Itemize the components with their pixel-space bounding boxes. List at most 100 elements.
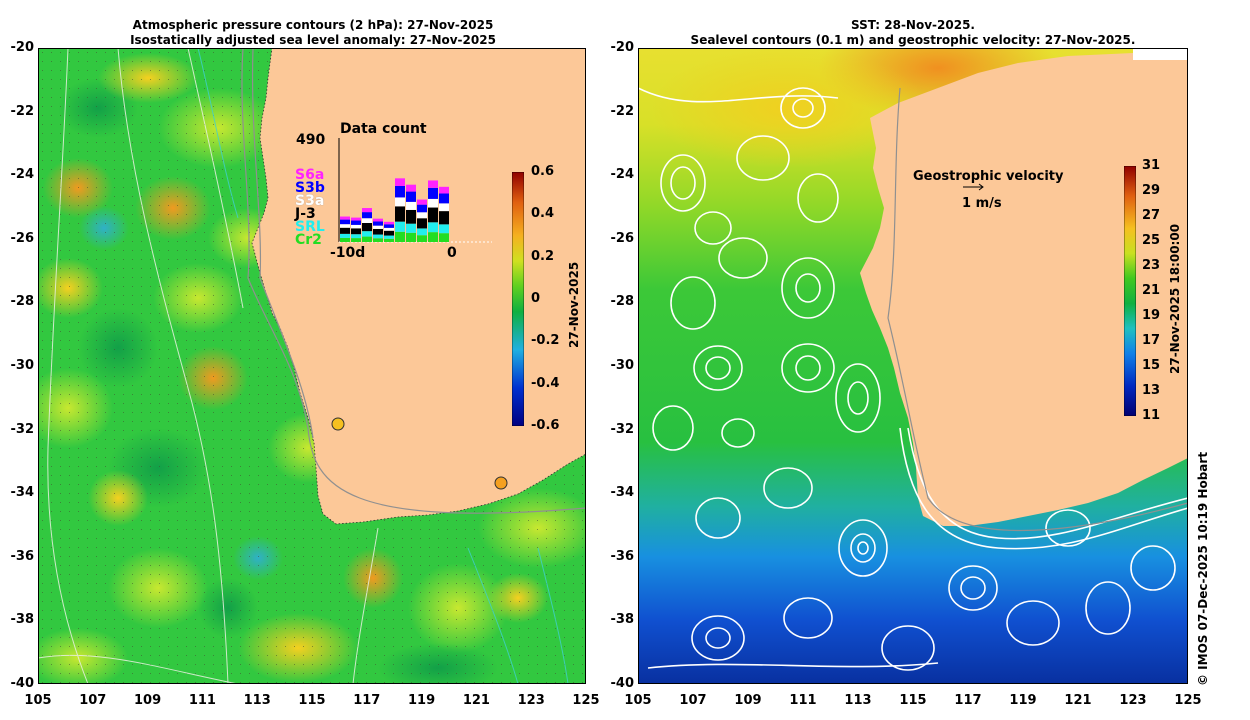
- count-bar-segment: [439, 233, 449, 242]
- lon-tick-115: 115: [298, 693, 326, 708]
- lon-tick-105: 105: [624, 693, 652, 708]
- lon-tick-105: 105: [24, 693, 52, 708]
- count-bar-segment: [428, 222, 438, 233]
- count-bar-segment: [395, 231, 405, 242]
- ssh-cb-tick: 0: [531, 291, 541, 306]
- data-count-title: Data count: [340, 121, 427, 137]
- imos-credit: © IMOS 07-Dec-2025 10:19 Hobart: [1196, 451, 1210, 686]
- count-bar-segment: [362, 236, 372, 242]
- lat-tick--32: -32: [10, 421, 35, 437]
- lat-tick--32: -32: [610, 421, 635, 437]
- sst-cb-tick: 25: [1142, 233, 1161, 248]
- australia-land: [251, 48, 586, 525]
- left-title-line1: Atmospheric pressure contours (2 hPa): 2…: [132, 18, 494, 32]
- count-bar-segment: [439, 193, 449, 204]
- satellite-legend-s3b: S3b: [295, 180, 325, 196]
- lon-tick-121: 121: [462, 693, 490, 708]
- satellite-legend-s6a: S6a: [295, 167, 325, 183]
- count-bar-segment: [351, 224, 361, 229]
- count-bar-segment: [395, 221, 405, 232]
- lat-tick--24: -24: [610, 167, 635, 183]
- lon-tick-107: 107: [679, 693, 707, 708]
- data-count-x-start: -10d: [330, 245, 366, 261]
- pressure-contours: [38, 48, 379, 684]
- lon-tick-113: 113: [243, 693, 271, 708]
- count-bar-segment: [384, 224, 394, 228]
- count-bar-segment: [351, 220, 361, 225]
- sst-cb-tick: 15: [1142, 358, 1161, 373]
- count-bar-segment: [406, 223, 416, 233]
- lat-tick--36: -36: [10, 548, 35, 564]
- count-bar-segment: [439, 211, 449, 225]
- count-bar-segment: [384, 238, 394, 242]
- right-title-line2: Sealevel contours (0.1 m) and geostrophi…: [690, 33, 1136, 47]
- lat-tick--30: -30: [10, 358, 35, 373]
- lon-tick-125: 125: [1174, 693, 1202, 708]
- sst-cb-tick: 17: [1142, 333, 1161, 348]
- count-bar-segment: [340, 224, 350, 228]
- lat-tick--30: -30: [610, 358, 635, 373]
- sst-cb-tick: 23: [1142, 258, 1161, 273]
- lon-tick-123: 123: [1119, 693, 1147, 708]
- lon-tick-123: 123: [517, 693, 545, 708]
- count-bar-segment: [340, 219, 350, 225]
- lat-tick--34: -34: [10, 485, 35, 501]
- lat-tick--40: -40: [610, 676, 635, 691]
- count-bar-segment: [373, 225, 383, 229]
- count-bar-segment: [351, 228, 361, 235]
- velocity-arrow-head: [978, 183, 984, 191]
- count-bar-segment: [362, 218, 372, 223]
- count-bar-segment: [362, 222, 372, 232]
- count-bar-segment: [395, 178, 405, 186]
- count-bar-segment: [406, 232, 416, 242]
- velocity-title: Geostrophic velocity: [913, 169, 1064, 184]
- count-bar-segment: [417, 199, 427, 205]
- lat-tick--38: -38: [610, 612, 635, 628]
- lat-tick--28: -28: [10, 294, 35, 310]
- count-bar-segment: [351, 234, 361, 239]
- right-map-frame: [638, 48, 1188, 684]
- count-bar-segment: [417, 228, 427, 236]
- ssh-cb-tick: -0.2: [531, 333, 560, 349]
- count-bar-segment: [340, 216, 350, 220]
- satellite-legend-s3a: S3a: [295, 193, 325, 209]
- count-bar-segment: [428, 180, 438, 188]
- count-bar-segment: [439, 186, 449, 194]
- lon-tick-115: 115: [899, 693, 927, 708]
- count-bar-segment: [340, 237, 350, 242]
- count-bar-segment: [384, 227, 394, 231]
- count-bar-segment: [340, 233, 350, 238]
- satellite-legend-srl: SRL: [295, 219, 325, 235]
- count-bar-segment: [395, 197, 405, 207]
- count-bar-segment: [384, 235, 394, 239]
- sst-cb-tick: 21: [1142, 283, 1161, 298]
- count-bar-segment: [428, 232, 438, 242]
- right-title-line1: SST: 28-Nov-2025.: [851, 18, 975, 32]
- lon-tick-119: 119: [408, 693, 436, 708]
- lon-tick-111: 111: [188, 693, 216, 708]
- lon-tick-111: 111: [789, 693, 817, 708]
- lon-tick-107: 107: [79, 693, 107, 708]
- data-count-chart: [338, 138, 492, 243]
- count-bar-segment: [406, 201, 416, 210]
- ssh-cb-tick: 0.2: [531, 248, 555, 264]
- sst-bathymetry: [887, 87, 1188, 531]
- lat-tick--40: -40: [10, 676, 35, 691]
- tide-gauge-marker-1: [331, 417, 345, 431]
- sst-cb-tick: 19: [1142, 308, 1161, 323]
- ssh-anomaly-map: [38, 48, 586, 684]
- cyan-contours: [197, 48, 569, 684]
- count-bar-segment: [428, 198, 438, 208]
- count-bar-segment: [351, 238, 361, 242]
- lon-tick-109: 109: [734, 693, 762, 708]
- count-bar-segment: [384, 230, 394, 236]
- count-bar-segment: [373, 218, 383, 222]
- count-bar-segment: [362, 208, 372, 213]
- count-bar-segment: [417, 212, 427, 219]
- count-bar-segment: [340, 227, 350, 234]
- count-bar-segment: [439, 224, 449, 234]
- lat-tick--22: -22: [10, 103, 35, 119]
- lat-tick--36: -36: [610, 548, 635, 564]
- velocity-scale-label: 1 m/s: [962, 196, 1002, 211]
